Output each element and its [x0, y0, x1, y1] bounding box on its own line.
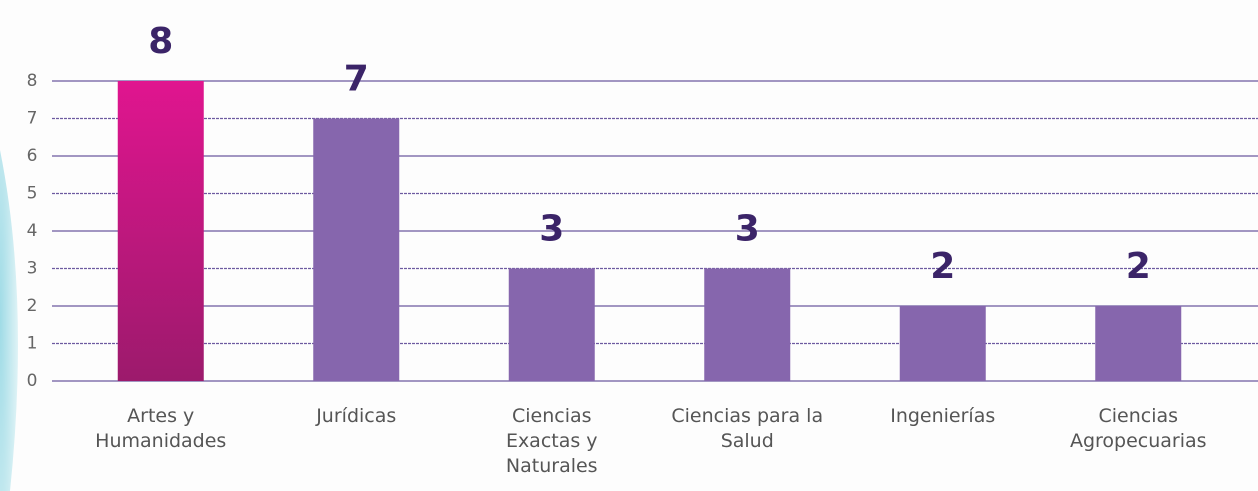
- y-tick-label: 5: [27, 184, 38, 204]
- bar: [117, 81, 204, 381]
- data-label: 3: [539, 209, 564, 250]
- data-label: 2: [930, 246, 955, 287]
- x-tick-label: Ciencias para la Salud: [671, 405, 824, 452]
- x-tick-label: Ciencias Agropecuarias: [1069, 405, 1207, 452]
- decoration: [0, 150, 18, 491]
- bar: [899, 306, 986, 381]
- bar: [313, 118, 400, 381]
- x-tick-label: Ingenierías: [890, 405, 996, 427]
- x-tick-label: Jurídicas: [316, 405, 397, 427]
- data-label: 8: [148, 21, 173, 62]
- y-tick-label: 4: [27, 221, 38, 241]
- data-label: 7: [344, 59, 369, 100]
- data-label: 3: [735, 209, 760, 250]
- bar: [1095, 306, 1182, 381]
- x-tick-label: Artes y Humanidades: [95, 405, 227, 452]
- data-label: 2: [1126, 246, 1151, 287]
- x-tick-label: Ciencias Exactas y Naturales: [505, 405, 598, 477]
- y-tick-label: 2: [27, 296, 38, 316]
- bar: [508, 268, 595, 381]
- y-tick-label: 6: [27, 146, 38, 166]
- y-tick-label: 3: [27, 259, 38, 279]
- y-tick-label: 1: [27, 334, 38, 354]
- y-tick-label: 8: [27, 71, 38, 91]
- y-tick-label: 0: [27, 371, 38, 391]
- bar: [704, 268, 791, 381]
- y-tick-label: 7: [27, 109, 38, 129]
